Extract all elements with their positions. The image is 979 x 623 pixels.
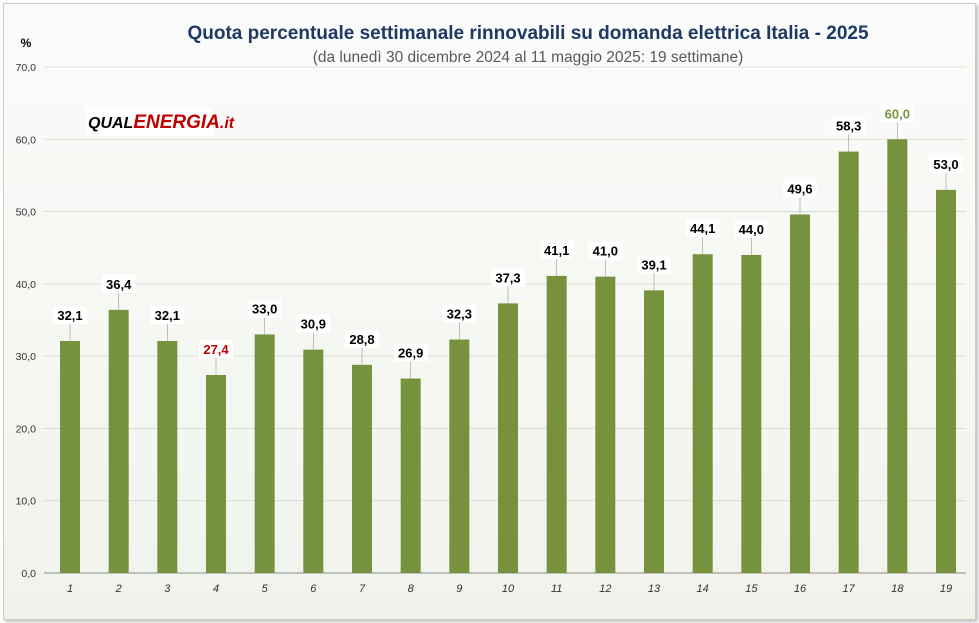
x-tick-label: 5 [262, 583, 269, 595]
data-label: 36,4 [106, 277, 132, 292]
x-tick-label: 14 [697, 583, 709, 595]
bar [741, 254, 762, 573]
logo-part-energia: ENERGIA [133, 112, 220, 133]
bar [352, 364, 372, 573]
data-label: 58,3 [836, 119, 861, 134]
bar [157, 340, 178, 573]
data-label-box [442, 304, 477, 323]
x-tick-label: 1 [67, 583, 73, 595]
data-label-box [637, 255, 671, 274]
bar [546, 275, 567, 573]
x-tick-label: 3 [164, 583, 171, 595]
bar [887, 139, 908, 574]
data-label: 32,1 [155, 308, 180, 323]
data-label: 32,3 [447, 307, 472, 322]
data-label-box [539, 240, 574, 259]
data-label: 41,0 [593, 244, 618, 259]
x-tick-label: 11 [551, 583, 562, 595]
data-label: 53,0 [933, 157, 958, 172]
data-label-box [53, 305, 87, 324]
bars [60, 139, 956, 574]
logo-background [86, 108, 213, 136]
data-label-box [247, 299, 282, 318]
bar [936, 189, 956, 573]
y-axis-unit: % [21, 36, 32, 50]
y-tick-label: 10,0 [16, 496, 37, 508]
x-tick-label: 8 [408, 583, 415, 595]
data-label: 28,8 [349, 332, 374, 347]
data-label-box [929, 154, 963, 173]
data-label-box [831, 116, 866, 135]
data-label-box [199, 339, 233, 358]
x-tick-label: 4 [213, 583, 219, 595]
x-axis-ticks: 1 2 3 4 5 6 7 8 9 10 11 12 13 14 15 16 17 18 19 [67, 583, 952, 595]
data-label-box [150, 305, 185, 324]
y-tick-label: 70,0 [16, 62, 37, 74]
y-tick-label: 0,0 [21, 568, 36, 580]
data-label-box [393, 343, 428, 362]
x-tick-label: 2 [115, 583, 122, 595]
x-tick-label: 16 [794, 583, 807, 595]
data-labels: 32,1 36,4 32,1 27,4 33,0 30,9 28,8 26,9 32,3 37,3… [53, 104, 963, 379]
data-label: 37,3 [495, 270, 520, 285]
data-label: 44,1 [690, 221, 715, 236]
logo-part-it: .it [220, 115, 235, 132]
bar [400, 378, 421, 573]
data-label-box [880, 104, 915, 123]
bar [206, 374, 226, 573]
data-label-box [345, 329, 379, 348]
logo: QUALENERGIA.it [86, 108, 235, 136]
y-tick-label: 40,0 [16, 279, 37, 291]
data-label: 41,1 [544, 243, 569, 258]
bar [595, 276, 616, 573]
data-label-box [296, 314, 331, 333]
data-label-box [491, 268, 525, 287]
bar [790, 214, 810, 573]
bar [692, 254, 713, 573]
x-tick-label: 9 [456, 583, 462, 595]
y-tick-label: 50,0 [16, 207, 37, 219]
bar [254, 334, 275, 573]
data-label-box [588, 241, 623, 260]
y-tick-label: 20,0 [16, 423, 37, 435]
x-tick-label: 15 [745, 583, 758, 595]
bar [108, 309, 129, 573]
bar [644, 290, 664, 573]
data-label-box [783, 179, 817, 198]
data-label: 33,0 [252, 301, 277, 316]
y-tick-label: 30,0 [16, 351, 37, 363]
logo-text: QUALENERGIA.it [88, 112, 235, 133]
x-tick-label: 17 [843, 583, 856, 595]
chart-subtitle: (da lunedì 30 dicembre 2024 al 11 maggio… [313, 49, 744, 66]
bar [60, 340, 80, 573]
data-label-box [685, 219, 720, 238]
data-label: 39,1 [641, 257, 666, 272]
x-tick-label: 18 [891, 583, 904, 595]
data-label: 44,0 [739, 222, 764, 237]
data-label: 30,9 [301, 317, 326, 332]
data-label-box [734, 219, 769, 238]
chart-title: Quota percentuale settimanale rinnovabil… [187, 23, 868, 44]
bar [498, 303, 518, 573]
x-tick-label: 10 [502, 583, 515, 595]
x-tick-label: 7 [359, 583, 366, 595]
x-tick-label: 19 [940, 583, 952, 595]
data-label: 49,6 [787, 181, 812, 196]
x-tick-label: 6 [310, 583, 317, 595]
data-label: 26,9 [398, 346, 423, 361]
y-tick-label: 60,0 [16, 134, 37, 146]
bar [449, 339, 470, 573]
data-label-box [101, 274, 136, 293]
data-label: 27,4 [203, 342, 229, 357]
x-tick-label: 12 [599, 583, 611, 595]
y-axis-ticks: 0,0 10,0 20,0 30,0 40,0 50,0 60,0 70,0 [16, 62, 37, 580]
data-label: 32,1 [57, 308, 82, 323]
bar [838, 151, 859, 573]
bar [303, 349, 324, 573]
x-tick-label: 13 [648, 583, 661, 595]
data-label: 60,0 [885, 106, 910, 121]
logo-part-qual: QUAL [88, 115, 133, 132]
